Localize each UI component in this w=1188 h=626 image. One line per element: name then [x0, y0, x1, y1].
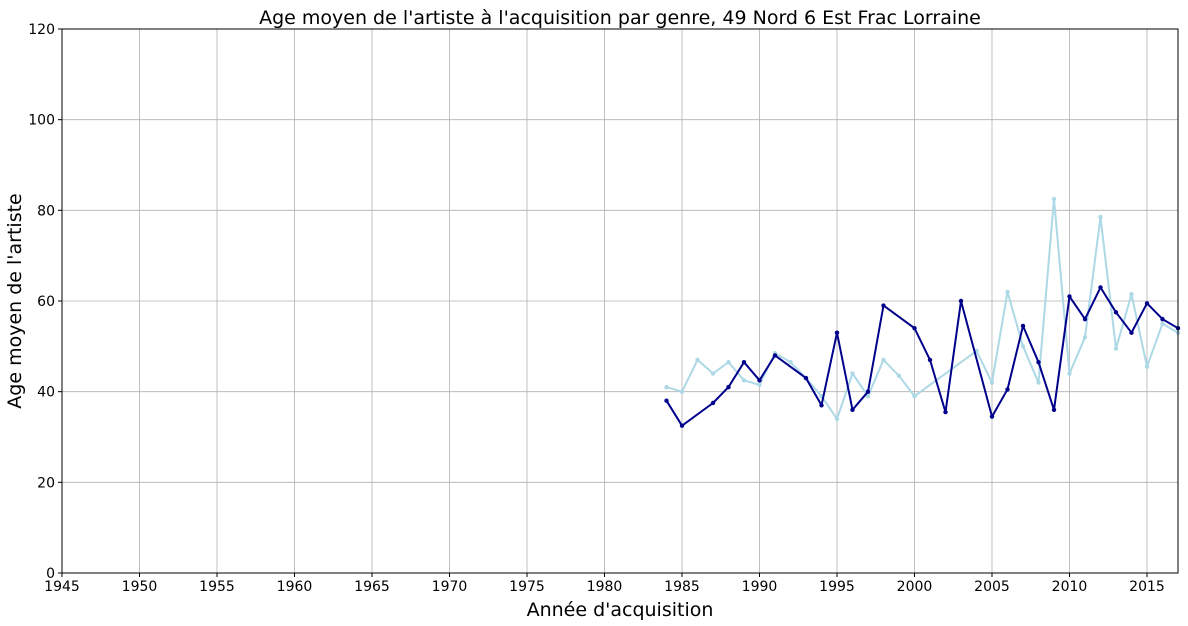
- data-point: [958, 298, 964, 304]
- data-point: [865, 389, 871, 394]
- x-tick-label: 1965: [354, 579, 390, 595]
- x-axis-label: Année d'acquisition: [527, 599, 714, 621]
- data-point: [1036, 380, 1041, 385]
- data-point: [1036, 360, 1041, 365]
- x-ticks: 1945 1950 1955 1960 1965 1970 1975 1980 1985 1990…: [44, 573, 1165, 595]
- x-tick-label: 1950: [122, 579, 158, 595]
- series-2: [664, 285, 1181, 428]
- data-point: [1129, 292, 1134, 297]
- series-line: [665, 286, 1179, 427]
- data-point: [912, 326, 917, 331]
- data-point: [710, 371, 716, 376]
- data-point: [1005, 387, 1010, 392]
- data-point: [1113, 310, 1119, 315]
- y-axis-label: Age moyen de l'artiste: [4, 193, 26, 408]
- data-point: [1051, 196, 1057, 202]
- data-point: [1020, 323, 1026, 329]
- series-line: [666, 198, 1179, 420]
- data-point: [664, 384, 669, 390]
- x-tick-label: 2005: [974, 579, 1010, 595]
- data-point: [865, 394, 871, 399]
- x-tick-label: 1975: [509, 579, 545, 595]
- x-tick-label: 1995: [819, 579, 855, 595]
- data-point: [896, 373, 902, 378]
- data-point: [1051, 407, 1057, 412]
- data-point: [710, 400, 716, 406]
- y-tick-label: 100: [28, 113, 55, 129]
- data-point: [772, 353, 778, 358]
- data-point: [726, 360, 731, 365]
- data-point: [803, 375, 809, 381]
- data-point: [819, 403, 824, 408]
- y-tick-label: 40: [37, 385, 55, 401]
- data-point: [989, 380, 995, 385]
- data-point: [834, 330, 840, 335]
- data-point: [1067, 371, 1072, 376]
- x-tick-label: 1985: [664, 579, 700, 595]
- data-point: [679, 389, 685, 394]
- data-point: [726, 384, 731, 390]
- data-point: [881, 357, 886, 363]
- data-point: [757, 382, 762, 388]
- data-point: [1005, 289, 1010, 295]
- data-point: [788, 360, 793, 365]
- x-tick-label: 2010: [1052, 579, 1088, 595]
- data-point: [1082, 335, 1088, 340]
- data-point: [1082, 316, 1088, 322]
- data-point: [834, 416, 840, 422]
- data-point: [1067, 294, 1072, 299]
- data-point: [927, 357, 933, 363]
- data-point: [850, 371, 855, 376]
- data-point: [943, 409, 948, 415]
- data-point: [1113, 346, 1119, 351]
- data-point: [989, 414, 995, 419]
- x-tick-label: 1945: [44, 579, 80, 595]
- x-tick-label: 2000: [897, 579, 933, 595]
- data-point: [1098, 214, 1103, 220]
- data-point: [757, 378, 762, 383]
- data-point: [912, 394, 917, 399]
- y-tick-label: 20: [37, 475, 55, 491]
- data-point: [1144, 364, 1150, 369]
- data-point: [1020, 344, 1026, 349]
- x-tick-label: 1980: [587, 579, 623, 595]
- data-point: [741, 360, 747, 365]
- data-point: [1098, 285, 1103, 290]
- series-1: [664, 196, 1181, 422]
- series-layer: [664, 196, 1181, 428]
- x-tick-label: 1955: [199, 579, 235, 595]
- data-point: [741, 378, 747, 383]
- data-point: [679, 423, 685, 428]
- y-tick-label: 0: [46, 566, 55, 582]
- y-tick-label: 80: [37, 203, 55, 219]
- x-tick-label: 2015: [1129, 579, 1165, 595]
- x-tick-label: 1970: [432, 579, 468, 595]
- data-point: [1160, 316, 1165, 322]
- y-tick-label: 120: [28, 22, 55, 38]
- x-tick-label: 1990: [742, 579, 778, 595]
- data-point: [881, 303, 886, 308]
- x-tick-label: 1960: [277, 579, 313, 595]
- y-ticks: 0 20 40 60 80 100 120: [28, 22, 62, 582]
- y-tick-label: 60: [37, 294, 55, 310]
- data-point: [1144, 301, 1150, 306]
- data-point: [1160, 321, 1165, 326]
- data-point: [1129, 330, 1134, 335]
- data-point: [664, 398, 669, 403]
- data-point: [695, 357, 700, 363]
- data-point: [850, 407, 855, 412]
- chart-title: Age moyen de l'artiste à l'acquisition p…: [259, 7, 981, 29]
